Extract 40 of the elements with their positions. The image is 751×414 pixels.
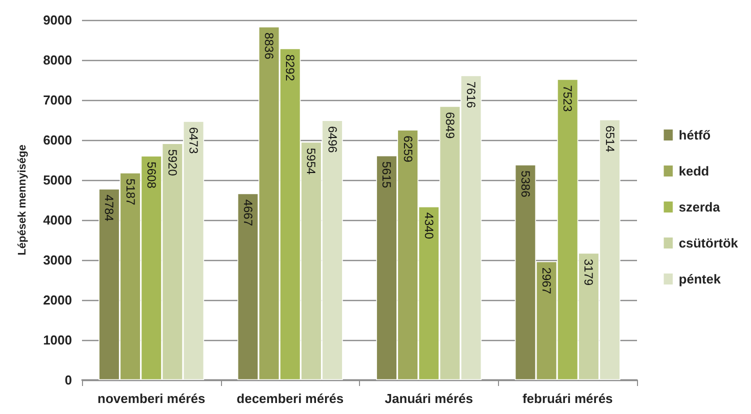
data-label: 3179: [582, 258, 596, 286]
data-label: 7523: [560, 85, 575, 112]
x-tick-label: decemberi mérés: [236, 391, 344, 406]
y-tick-label: 6000: [43, 132, 72, 148]
y-tick-label: 0: [64, 372, 72, 388]
data-label: 7616: [464, 81, 478, 108]
data-label: 5608: [144, 162, 158, 189]
legend-label: kedd: [678, 164, 710, 178]
y-tick-label: 7000: [43, 92, 72, 108]
legend-label: péntek: [678, 272, 722, 286]
data-label: 5187: [123, 178, 138, 206]
data-label: 8292: [283, 54, 298, 82]
data-label: 6259: [400, 136, 415, 163]
y-tick-label: 8000: [43, 52, 72, 68]
data-label: 6514: [602, 125, 617, 152]
data-label: 5615: [380, 161, 394, 188]
y-tick-label: 3000: [43, 252, 72, 268]
x-tick-label: novemberi mérés: [98, 391, 206, 406]
y-tick-label: 5000: [43, 172, 72, 188]
data-label: 8836: [262, 32, 276, 60]
data-label: 5920: [165, 149, 180, 176]
y-axis-title: Lépések mennyisége: [16, 144, 28, 256]
y-tick-label: 4000: [43, 212, 72, 228]
legend-label: csütörtök: [678, 236, 739, 250]
data-label: 4340: [422, 212, 436, 240]
x-tick-label: Januári mérés: [384, 391, 473, 406]
data-label: 6849: [442, 112, 457, 140]
data-label: 5954: [304, 148, 318, 175]
data-label: 4667: [240, 199, 255, 226]
y-tick-label: 9000: [43, 12, 72, 28]
legend-label: hétfő: [678, 128, 711, 142]
data-label: 2967: [540, 267, 554, 294]
data-label: 6496: [325, 126, 340, 154]
legend-label: szerda: [678, 200, 721, 214]
y-tick-label: 1000: [43, 332, 72, 348]
data-label: 4784: [102, 194, 116, 222]
x-tick-label: februári mérés: [522, 391, 613, 406]
data-label: 6473: [186, 127, 201, 154]
data-label: 5386: [518, 170, 532, 198]
y-tick-label: 2000: [43, 292, 72, 308]
